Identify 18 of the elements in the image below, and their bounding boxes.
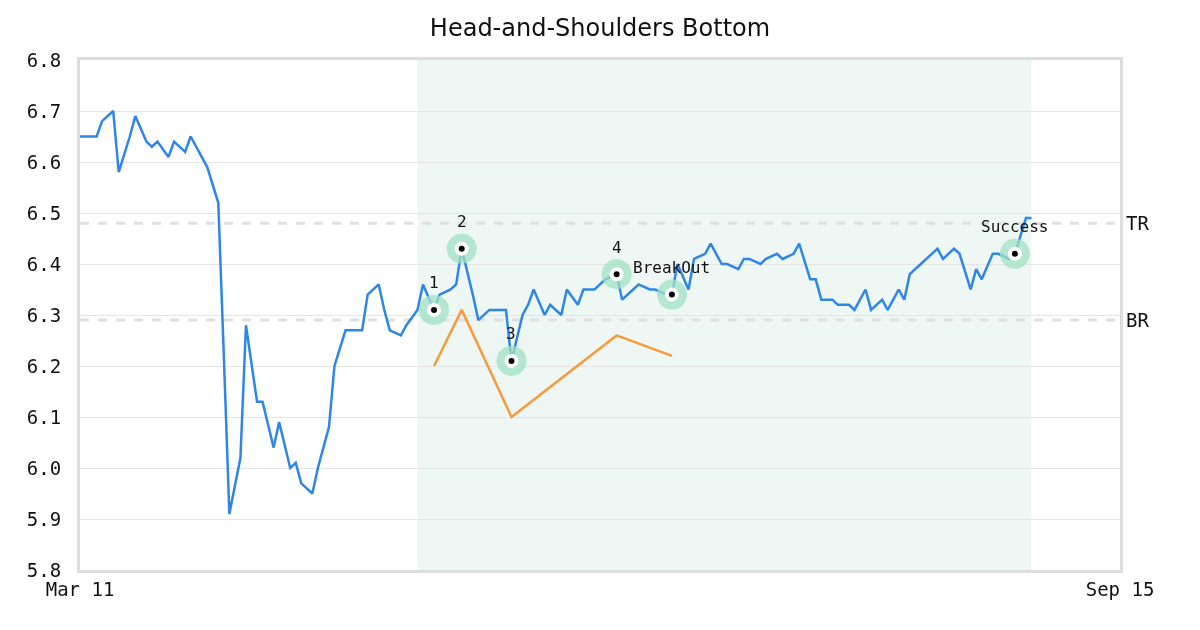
- ref-line-label: TR: [1126, 212, 1150, 234]
- y-tick-label: 6.7: [26, 99, 62, 122]
- annotation: 2: [457, 212, 467, 231]
- annotation: 1: [429, 273, 439, 292]
- y-tick-label: 6.4: [26, 252, 62, 275]
- y-tick-label: 6.6: [26, 150, 62, 173]
- y-tick-label: 5.9: [26, 507, 62, 530]
- line-series: [432, 308, 674, 419]
- y-tick-label: 6.8: [26, 48, 62, 71]
- y-tick-label: 6.0: [26, 456, 62, 479]
- y-tick-label: 6.2: [26, 354, 62, 377]
- x-tick-label: Sep 15: [1085, 577, 1155, 600]
- annotation: 4: [612, 238, 622, 257]
- y-tick-label: 6.1: [26, 405, 62, 428]
- y-tick-label: 6.5: [26, 201, 62, 224]
- y-tick-label: 6.3: [26, 303, 62, 326]
- chart-title: Head-and-Shoulders Bottom: [429, 13, 771, 42]
- ref-line-label: BR: [1126, 309, 1150, 331]
